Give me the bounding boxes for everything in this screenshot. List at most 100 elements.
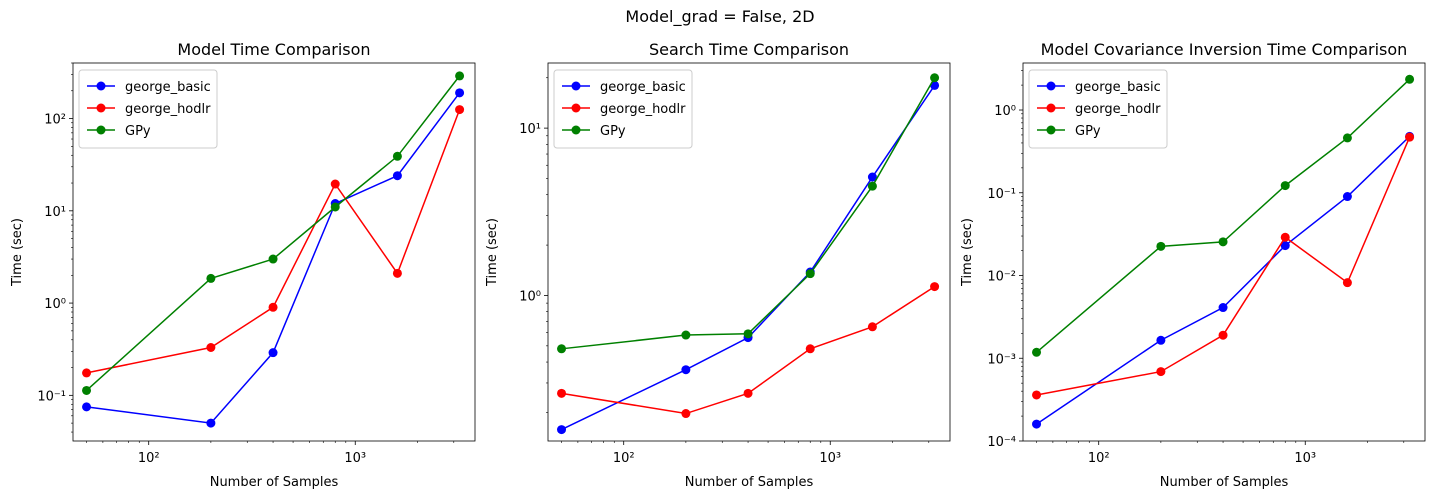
y-tick-label: 10¹ — [44, 205, 66, 220]
series-line-GPy — [1036, 78, 1411, 353]
data-point-GPy — [1405, 74, 1415, 84]
data-point-GPy — [557, 344, 567, 354]
y-axis-label: Time (sec) — [10, 218, 25, 287]
chart-title: Model Covariance Inversion Time Comparis… — [1041, 40, 1408, 59]
data-point-george_basic — [82, 402, 92, 412]
legend-marker-george_hodlr — [96, 103, 106, 113]
y-tick-label: 10¹ — [519, 122, 541, 137]
axes-frame — [1022, 62, 1426, 442]
data-point-GPy — [206, 273, 216, 283]
data-point-GPy — [805, 269, 815, 279]
legend-marker-george_basic — [96, 81, 106, 91]
data-point-george_basic — [557, 425, 567, 435]
series-line-GPy — [86, 75, 461, 392]
data-point-george_basic — [1342, 192, 1352, 202]
data-point-GPy — [930, 73, 940, 83]
data-point-george_hodlr — [867, 322, 877, 332]
data-point-george_hodlr — [1032, 390, 1042, 400]
y-tick-label: 10⁻² — [987, 270, 1016, 285]
legend-entry-label: george_hodlr — [600, 102, 686, 117]
data-point-george_hodlr — [392, 268, 402, 278]
data-point-GPy — [268, 254, 278, 264]
x-tick-label: 10² — [613, 451, 635, 466]
data-point-GPy — [392, 151, 402, 161]
chart-panel-2: 10² 10³ 10⁰ 10¹ Search Time Comparison Number… — [485, 40, 951, 490]
legend-entry-label: george_basic — [1075, 80, 1161, 95]
data-point-george_hodlr — [1218, 330, 1228, 340]
legend-marker-GPy — [96, 125, 106, 135]
x-axis-label: Number of Samples — [685, 475, 814, 490]
y-tick-label: 10⁻³ — [987, 352, 1016, 367]
data-point-george_hodlr — [330, 179, 340, 189]
x-tick-label: 10³ — [344, 451, 366, 466]
x-tick-label: 10³ — [819, 451, 841, 466]
legend-entry-label: george_hodlr — [125, 102, 211, 117]
series-line-george_hodlr — [1036, 136, 1411, 396]
legend-marker-GPy — [571, 125, 581, 135]
data-point-GPy — [455, 71, 465, 81]
data-point-george_hodlr — [805, 344, 815, 354]
data-point-george_basic — [1032, 419, 1042, 429]
legend-box — [78, 69, 218, 149]
data-point-george_basic — [1218, 303, 1228, 313]
data-point-george_basic — [681, 365, 691, 375]
data-point-GPy — [867, 181, 877, 191]
y-axis-label: Time (sec) — [960, 218, 975, 287]
data-point-george_hodlr — [681, 409, 691, 419]
legend-box — [553, 69, 693, 149]
data-point-GPy — [330, 202, 340, 212]
legend-marker-george_basic — [1046, 81, 1056, 91]
data-point-GPy — [681, 330, 691, 340]
data-point-GPy — [743, 329, 753, 339]
data-point-george_basic — [392, 171, 402, 181]
data-point-george_hodlr — [1280, 232, 1290, 242]
x-tick-label: 10² — [1088, 451, 1110, 466]
series-line-george_basic — [561, 84, 936, 431]
data-point-GPy — [1342, 133, 1352, 143]
chart-panel-1: 10² 10³ 10⁻¹ 10⁰ 10¹ 10² Model Time Comparison… — [10, 40, 476, 490]
data-point-george_hodlr — [743, 388, 753, 398]
chart-title: Search Time Comparison — [649, 40, 849, 59]
legend-entry-label: george_hodlr — [1075, 102, 1161, 117]
legend-box — [1028, 69, 1168, 149]
series-line-GPy — [561, 77, 936, 350]
data-point-GPy — [82, 385, 92, 395]
data-point-george_hodlr — [1156, 367, 1166, 377]
data-point-george_basic — [455, 88, 465, 98]
data-point-george_basic — [867, 172, 877, 182]
data-point-george_hodlr — [1405, 132, 1415, 142]
series-line-george_basic — [1036, 135, 1411, 425]
data-point-george_hodlr — [82, 368, 92, 378]
legend: george_basic george_hodlr GPy — [553, 69, 693, 149]
legend-entry-label: GPy — [125, 124, 151, 139]
data-point-GPy — [1218, 237, 1228, 247]
axes-frame — [72, 62, 476, 442]
data-point-george_basic — [1280, 241, 1290, 251]
y-tick-label: 10⁰ — [994, 104, 1016, 119]
data-point-george_hodlr — [268, 302, 278, 312]
legend-marker-GPy — [1046, 125, 1056, 135]
legend: george_basic george_hodlr GPy — [78, 69, 218, 149]
y-tick-label: 10⁻⁴ — [987, 435, 1016, 450]
data-point-GPy — [1280, 181, 1290, 191]
y-tick-label: 10⁰ — [44, 297, 66, 312]
legend-entry-label: GPy — [600, 124, 626, 139]
data-point-george_hodlr — [455, 105, 465, 115]
legend-marker-george_hodlr — [1046, 103, 1056, 113]
legend: george_basic george_hodlr GPy — [1028, 69, 1168, 149]
y-axis-label: Time (sec) — [485, 218, 500, 287]
y-tick-label: 10⁰ — [519, 289, 541, 304]
data-point-george_hodlr — [206, 343, 216, 353]
y-tick-label: 10⁻¹ — [37, 389, 66, 404]
legend-marker-george_hodlr — [571, 103, 581, 113]
legend-marker-george_basic — [571, 81, 581, 91]
x-tick-label: 10³ — [1294, 451, 1316, 466]
series-line-george_hodlr — [561, 285, 935, 415]
chart-panel-3: 10² 10³ 10⁻⁴ 10⁻³ 10⁻² 10⁻¹ 10⁰ Model Covarianc… — [960, 40, 1426, 490]
data-point-george_hodlr — [557, 388, 567, 398]
data-point-GPy — [1156, 241, 1166, 251]
legend-entry-label: GPy — [1075, 124, 1101, 139]
data-point-george_basic — [1156, 335, 1166, 345]
